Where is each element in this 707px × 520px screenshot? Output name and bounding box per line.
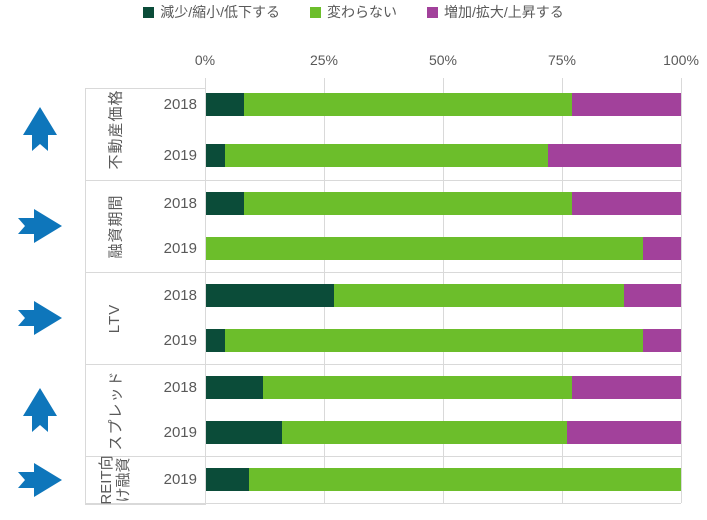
year-label: 2019 xyxy=(163,424,197,441)
bar-segment-increase xyxy=(643,329,681,352)
legend-label: 減少/縮小/低下する xyxy=(160,4,280,20)
category-label-box xyxy=(85,88,206,505)
bar-segment-unchanged xyxy=(263,376,572,399)
bar-segment-unchanged xyxy=(244,93,572,116)
x-axis-tick-label: 75% xyxy=(547,52,577,68)
bar-segment-increase xyxy=(571,93,681,116)
bar-segment-decrease xyxy=(206,329,225,352)
x-axis-tick-label: 0% xyxy=(194,52,216,68)
bar-segment-unchanged xyxy=(225,144,548,167)
bar-row xyxy=(206,421,681,444)
trend-arrow-right-icon xyxy=(18,208,62,244)
bar-row xyxy=(206,376,681,399)
bar-segment-decrease xyxy=(206,284,335,307)
legend-label: 変わらない xyxy=(327,4,397,20)
category-label: 不動産価格 xyxy=(107,88,125,170)
legend-item: 減少/縮小/低下する xyxy=(143,2,280,22)
year-label: 2018 xyxy=(163,379,197,396)
bar-segment-decrease xyxy=(206,468,249,491)
category-label-wrap: LTV xyxy=(87,272,143,364)
category-label: REIT向け融資 xyxy=(98,454,132,505)
gridline-horizontal xyxy=(85,364,681,365)
bar-segment-unchanged xyxy=(244,192,572,215)
category-label-wrap: 不動産価格 xyxy=(87,78,143,180)
bar-segment-increase xyxy=(624,284,681,307)
x-axis-tick-label: 25% xyxy=(309,52,339,68)
bar-segment-decrease xyxy=(206,192,244,215)
bar-segment-decrease xyxy=(206,144,225,167)
trend-arrow-right-icon xyxy=(18,462,62,498)
legend-swatch-icon xyxy=(427,6,438,18)
bar-row xyxy=(206,284,681,307)
bar-segment-increase xyxy=(571,376,681,399)
bar-segment-increase xyxy=(548,144,681,167)
bar-row xyxy=(206,144,681,167)
bar-segment-increase xyxy=(567,421,681,444)
category-label-wrap: REIT向け融資 xyxy=(87,455,143,504)
x-axis-tick-label: 100% xyxy=(663,52,699,68)
gridline-horizontal xyxy=(85,180,681,181)
trend-arrow-up-icon xyxy=(18,107,62,151)
gridline-horizontal xyxy=(85,272,681,273)
bar-segment-decrease xyxy=(206,421,282,444)
bar-segment-unchanged xyxy=(334,284,624,307)
bar-segment-unchanged xyxy=(206,237,643,260)
year-label: 2019 xyxy=(163,471,197,488)
gridline-horizontal xyxy=(85,503,681,504)
legend-label: 増加/拡大/上昇する xyxy=(444,4,564,20)
bar-segment-increase xyxy=(571,192,681,215)
bar-row xyxy=(206,93,681,116)
trend-arrow-up-icon xyxy=(18,388,62,432)
bar-row xyxy=(206,237,681,260)
legend-item: 増加/拡大/上昇する xyxy=(427,2,564,22)
bar-segment-decrease xyxy=(206,376,263,399)
bar-segment-unchanged xyxy=(248,468,681,491)
x-axis-tick-label: 50% xyxy=(428,52,458,68)
bar-row xyxy=(206,192,681,215)
category-label-wrap: 融資期間 xyxy=(87,180,143,272)
gridline-vertical xyxy=(681,78,682,503)
bar-segment-unchanged xyxy=(282,421,567,444)
bar-row xyxy=(206,329,681,352)
year-label: 2019 xyxy=(163,240,197,257)
year-label: 2019 xyxy=(163,147,197,164)
bar-segment-increase xyxy=(643,237,681,260)
category-label: 融資期間 xyxy=(107,193,125,259)
category-label: LTV xyxy=(106,303,124,333)
bar-segment-decrease xyxy=(206,93,244,116)
trend-arrow-right-icon xyxy=(18,300,62,336)
year-label: 2018 xyxy=(163,195,197,212)
bar-row xyxy=(206,468,681,491)
chart-legend: 減少/縮小/低下する 変わらない 増加/拡大/上昇する xyxy=(0,0,707,24)
legend-swatch-icon xyxy=(310,6,321,18)
category-label-wrap: スプレッド xyxy=(87,364,143,456)
legend-swatch-icon xyxy=(143,6,155,18)
category-label: スプレッド xyxy=(107,369,125,451)
year-label: 2018 xyxy=(163,96,197,113)
year-label: 2018 xyxy=(163,287,197,304)
gridline-horizontal xyxy=(85,456,681,457)
legend-item: 変わらない xyxy=(310,2,397,22)
year-label: 2019 xyxy=(163,332,197,349)
bar-segment-unchanged xyxy=(225,329,643,352)
